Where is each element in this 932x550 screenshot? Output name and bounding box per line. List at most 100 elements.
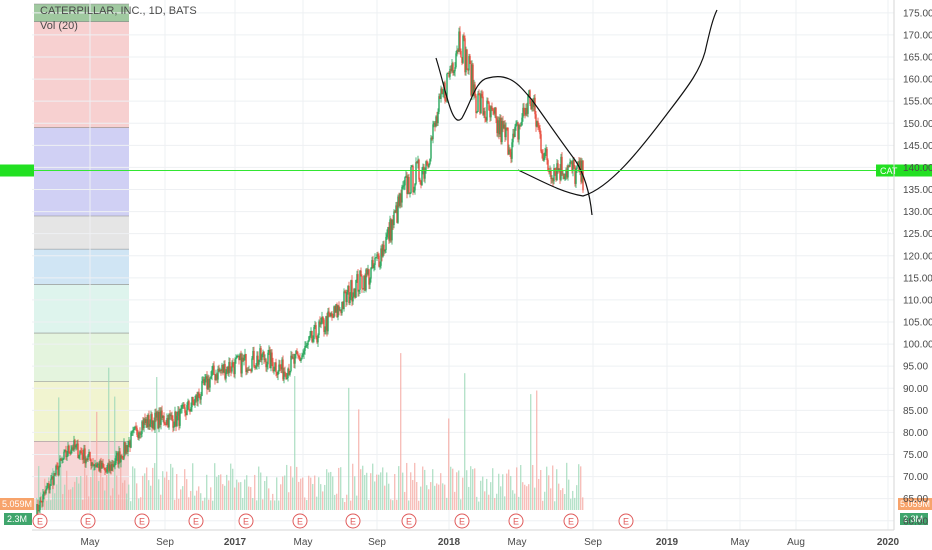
candle-body [148,415,150,427]
earnings-marker-icon[interactable] [188,513,204,529]
volume-bar [168,479,170,510]
volume-bar [118,494,120,510]
candle-body [52,476,54,485]
current-price-symbol-label: CAT [880,166,898,176]
volume-bar [558,483,560,510]
candle-body [358,289,360,292]
volume-bar [92,468,94,510]
earnings-marker-icon[interactable] [618,513,634,529]
volume-bar [100,470,102,510]
volume-bar [56,484,58,510]
candle-body [513,133,515,137]
candle-body [534,97,536,115]
candle-body [422,166,424,171]
candle-body [532,100,534,107]
volume-bar [354,476,356,510]
candle-body [409,192,411,194]
volume-bar [446,497,448,510]
candle-body [90,459,92,466]
candle-body [124,442,126,454]
candle-body [455,53,457,68]
candle-body [172,419,174,428]
candle-body [451,63,453,71]
price-tick-label: 105.00 [903,318,932,329]
candle-body [287,368,289,378]
candle-body [60,458,62,461]
candle-body [78,455,80,459]
earnings-marker-icon[interactable] [32,513,48,529]
candle-body [105,470,107,472]
volume-bar [492,468,494,510]
candle-body [520,125,522,127]
candle-body [143,418,145,429]
candle-body [561,156,563,175]
candle-body [184,407,186,413]
volume-bar [474,468,476,510]
candle-body [223,363,225,373]
candle-body [189,409,191,412]
candle-body [449,68,451,77]
candle-body [145,419,147,423]
candle-body [290,355,292,371]
volume-bar [302,477,304,510]
candle-body [266,364,268,368]
candle-body [247,369,249,371]
candle-body [231,362,233,372]
candle-body [363,275,365,290]
plot-area[interactable] [32,0,894,530]
earnings-marker-icon[interactable] [80,513,96,529]
volume-bar [152,467,154,510]
volume-bar [582,497,584,510]
earnings-marker-icon[interactable] [508,513,524,529]
volume-bar [360,469,362,510]
candle-body [53,473,55,485]
earnings-marker-icon[interactable] [238,513,254,529]
candle-body [477,93,479,112]
candlesticks [36,26,584,524]
volume-bar [296,466,298,510]
candle-body [147,415,149,428]
candle-body [432,124,434,140]
earnings-marker-icon[interactable] [134,513,150,529]
candle-body [114,463,116,466]
earnings-marker-icon[interactable] [563,513,579,529]
candle-body [310,330,312,336]
volume-bar [504,496,506,510]
volume-bar [326,469,328,510]
candle-body [92,462,94,466]
candle-body [353,288,355,297]
volume-bar [250,487,252,510]
candle-body [391,219,393,241]
candle-body [412,165,414,193]
candle-body [340,309,342,314]
earnings-marker-icon[interactable] [345,513,361,529]
right-volume-value: 5.059M [900,499,930,509]
volume-bar [242,497,244,510]
candle-body [304,346,306,351]
candle-body [515,123,517,127]
earnings-marker-label: E [623,517,629,527]
candle-body [133,428,135,431]
earnings-marker-icon[interactable] [454,513,470,529]
volume-bar [342,498,344,510]
volume-bar [422,466,424,510]
candle-body [38,509,40,511]
candle-body [373,264,375,269]
volume-bar [146,467,148,510]
time-tick-label: 2019 [656,537,679,548]
earnings-marker-icon[interactable] [292,513,308,529]
earnings-marker-icon[interactable] [401,513,417,529]
volume-bar [368,500,370,510]
volume-bar [212,500,214,510]
candle-body [233,366,235,375]
candle-body [452,63,454,73]
candle-body [563,173,565,180]
volume-bar [578,464,580,510]
volume-bar [52,468,54,510]
volume-bar [278,500,280,510]
volume-bar [460,499,462,510]
fibonacci-retracement [34,3,129,510]
candle-body [568,165,570,167]
volume-bar [352,463,354,510]
